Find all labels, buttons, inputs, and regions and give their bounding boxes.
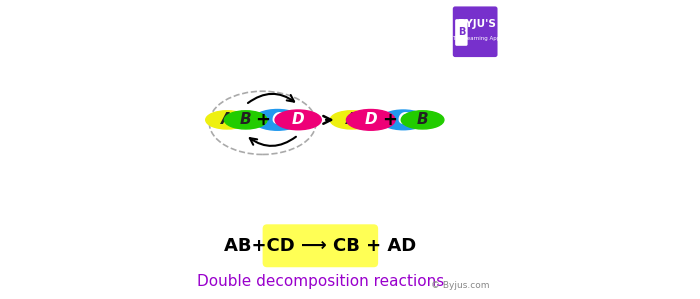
Text: A: A	[346, 112, 358, 127]
Ellipse shape	[206, 111, 248, 129]
Ellipse shape	[275, 110, 321, 130]
Ellipse shape	[225, 111, 267, 129]
Text: © Byjus.com: © Byjus.com	[430, 281, 489, 290]
Text: C: C	[398, 112, 409, 127]
Text: +: +	[255, 111, 270, 129]
Text: Double decomposition reactions: Double decomposition reactions	[197, 274, 444, 289]
FancyBboxPatch shape	[262, 224, 378, 267]
Text: B: B	[458, 28, 465, 37]
Text: B: B	[240, 112, 251, 127]
Ellipse shape	[380, 110, 426, 130]
Ellipse shape	[401, 111, 444, 129]
Ellipse shape	[346, 109, 395, 130]
Text: +: +	[382, 111, 398, 129]
Ellipse shape	[253, 109, 302, 130]
FancyBboxPatch shape	[455, 19, 468, 46]
Text: C: C	[272, 112, 283, 127]
Text: B: B	[416, 112, 428, 127]
Text: D: D	[365, 112, 377, 127]
Text: BYJU'S: BYJU'S	[458, 19, 496, 29]
Ellipse shape	[330, 111, 373, 129]
Text: The Learning App: The Learning App	[452, 36, 500, 41]
Text: A: A	[221, 112, 233, 127]
FancyBboxPatch shape	[453, 6, 498, 57]
Text: D: D	[292, 112, 304, 127]
Text: AB+CD ⟶ CB + AD: AB+CD ⟶ CB + AD	[224, 237, 416, 255]
